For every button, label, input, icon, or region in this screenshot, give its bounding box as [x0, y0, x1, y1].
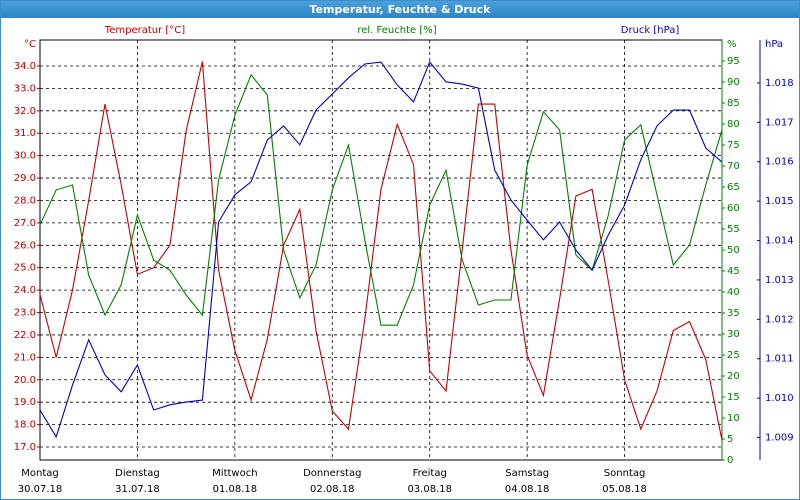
series-name: rel. Feuchte [%]: [357, 25, 436, 36]
y2-tick-label: 0: [727, 455, 733, 466]
y-tick-label: 29.0: [14, 173, 36, 184]
y3-tick-label: 1.014: [765, 236, 794, 247]
x-date: 01.08.18: [213, 484, 258, 495]
x-day-name: Montag: [21, 468, 58, 479]
y2-tick-label: 80: [727, 119, 740, 130]
y-tick-label: 19.0: [14, 397, 36, 408]
y3-tick-label: 1.013: [765, 275, 794, 286]
y-tick-label: 26.0: [14, 240, 36, 251]
y-tick-label: 33.0: [14, 83, 36, 94]
y3-tick-label: 1.010: [765, 393, 794, 404]
y2-tick-label: 40: [727, 287, 740, 298]
y2-tick-label: 30: [727, 329, 740, 340]
y2-tick-label: 15: [727, 392, 740, 403]
x-day-name: Freitag: [413, 468, 447, 479]
y2-tick-label: 50: [727, 245, 740, 256]
y2-tick-label: 35: [727, 308, 740, 319]
y2-tick-label: 20: [727, 371, 740, 382]
y-tick-label: 34.0: [14, 61, 36, 72]
y3-tick-label: 1.017: [765, 117, 794, 128]
x-day-name: Mittwoch: [212, 468, 257, 479]
plot-frame: [39, 39, 723, 461]
y-tick-label: 20.0: [14, 375, 36, 386]
y2-tick-label: 55: [727, 224, 740, 235]
y2-unit: %: [727, 39, 737, 50]
y-tick-label: 22.0: [14, 330, 36, 341]
x-day-name: Dienstag: [115, 468, 160, 479]
y-tick-label: 30.0: [14, 151, 36, 162]
series-name: Temperatur [°C]: [104, 25, 185, 36]
x-date: 31.07.18: [115, 484, 160, 495]
y-unit: °C: [24, 39, 36, 50]
y2-tick-label: 10: [727, 413, 740, 424]
y3-tick-label: 1.015: [765, 196, 794, 207]
y-tick-label: 23.0: [14, 308, 36, 319]
y-tick-label: 24.0: [14, 285, 36, 296]
y-tick-label: 32.0: [14, 106, 36, 117]
y3-tick-label: 1.016: [765, 157, 794, 168]
x-date: 02.08.18: [310, 484, 355, 495]
y3-tick-label: 1.018: [765, 78, 794, 89]
window-title: Temperatur, Feuchte & Druck: [1, 1, 799, 18]
x-day-name: Samstag: [505, 468, 549, 479]
y3-tick-label: 1.011: [765, 354, 794, 365]
y2-tick-label: 5: [727, 434, 733, 445]
series-name: Druck [hPa]: [621, 25, 680, 36]
y-tick-label: 25.0: [14, 263, 36, 274]
x-date: 30.07.18: [18, 484, 63, 495]
y2-tick-label: 75: [727, 140, 740, 151]
y2-tick-label: 85: [727, 98, 740, 109]
series-line: [39, 61, 723, 441]
y-tick-label: 31.0: [14, 128, 36, 139]
x-date: 05.08.18: [602, 484, 647, 495]
y-tick-label: 27.0: [14, 218, 36, 229]
y3-tick-label: 1.012: [765, 314, 794, 325]
y2-tick-label: 70: [727, 161, 740, 172]
y-tick-label: 18.0: [14, 420, 36, 431]
x-day-name: Donnerstag: [303, 468, 361, 479]
y2-tick-label: 45: [727, 266, 740, 277]
y-tick-label: 17.0: [14, 442, 36, 453]
y2-tick-label: 25: [727, 350, 740, 361]
y-tick-label: 21.0: [14, 352, 36, 363]
series-line: [39, 73, 723, 326]
x-date: 04.08.18: [505, 484, 550, 495]
series-line: [39, 61, 723, 439]
x-date: 03.08.18: [407, 484, 452, 495]
y3-unit: hPa: [765, 39, 783, 50]
x-day-name: Sonntag: [604, 468, 646, 479]
y2-tick-label: 60: [727, 203, 740, 214]
y3-tick-label: 1.009: [765, 433, 794, 444]
y-tick-label: 28.0: [14, 195, 36, 206]
y2-tick-label: 65: [727, 182, 740, 193]
y2-tick-label: 90: [727, 77, 740, 88]
y2-tick-label: 95: [727, 56, 740, 67]
